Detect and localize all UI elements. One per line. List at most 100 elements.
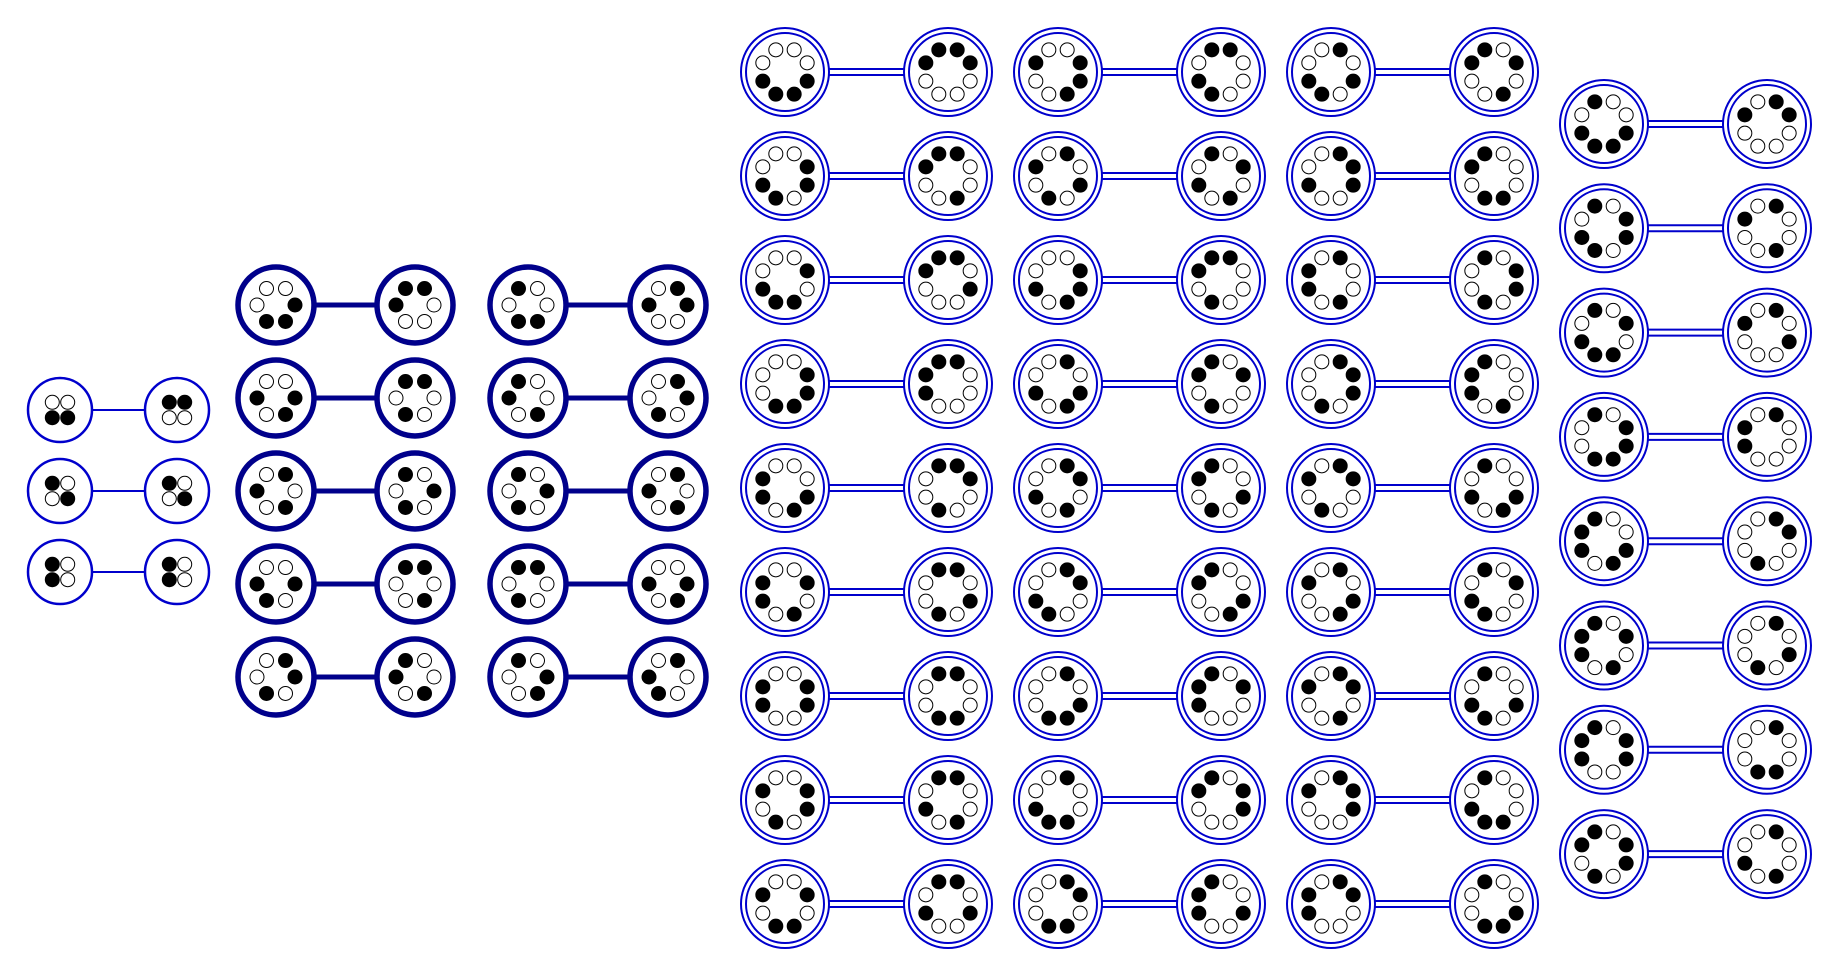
filled-bead-dot: [1204, 666, 1220, 682]
filled-bead-dot: [1204, 146, 1220, 162]
empty-bead-dot: [1314, 606, 1330, 622]
empty-bead-dot: [786, 710, 802, 726]
filled-bead-dot: [511, 499, 526, 515]
filled-bead-dot: [1332, 146, 1348, 162]
empty-bead-dot: [768, 562, 784, 578]
bead-ring: [627, 357, 709, 439]
filled-bead-dot: [398, 467, 413, 483]
bead-inner-ring: [1018, 760, 1098, 840]
empty-bead-dot: [1222, 398, 1238, 414]
filled-bead-dot: [511, 313, 526, 329]
empty-bead-dot: [918, 177, 934, 193]
bead-left: [1286, 27, 1376, 117]
filled-bead-dot: [1508, 905, 1524, 921]
empty-bead-dot: [768, 710, 784, 726]
bead-pair: [1559, 287, 1812, 378]
empty-bead-dot: [511, 406, 526, 422]
empty-bead-dot: [1768, 347, 1784, 363]
bead-pair: [487, 264, 709, 346]
bead-pair: [1559, 704, 1812, 795]
empty-bead-dot: [1041, 86, 1057, 102]
filled-bead-dot: [1332, 710, 1348, 726]
empty-bead-dot: [1781, 438, 1797, 454]
bead-outer-ring: [1176, 339, 1266, 429]
bead-left: [487, 543, 569, 625]
bead-pair: [740, 755, 993, 845]
empty-bead-dot: [539, 390, 555, 406]
bead-inner-ring: [1564, 605, 1644, 686]
pair-connector: [1648, 120, 1723, 128]
filled-bead-dot: [177, 491, 193, 507]
bead-left: [1559, 496, 1649, 587]
filled-bead-dot: [786, 502, 802, 518]
filled-bead-dot: [768, 918, 784, 934]
filled-bead-dot: [931, 770, 947, 786]
empty-bead-dot: [799, 281, 815, 297]
filled-bead-dot: [1059, 918, 1075, 934]
empty-bead-dot: [1605, 720, 1621, 736]
bead-right: [1176, 859, 1266, 949]
filled-bead-dot: [1477, 874, 1493, 890]
filled-bead-dot: [931, 562, 947, 578]
bead-pair: [1013, 755, 1266, 845]
empty-bead-dot: [426, 576, 442, 592]
filled-bead-dot: [1345, 159, 1361, 175]
empty-bead-dot: [670, 560, 685, 576]
bead-left: [487, 264, 569, 346]
filled-bead-dot: [1464, 489, 1480, 505]
bead-inner-ring: [908, 448, 988, 528]
filled-bead-dot: [1332, 42, 1348, 58]
empty-bead-dot: [259, 406, 274, 422]
empty-bead-dot: [1605, 824, 1621, 840]
empty-bead-dot: [786, 770, 802, 786]
empty-bead-dot: [1301, 367, 1317, 383]
bead-outer-ring: [1286, 859, 1376, 949]
bead-pair: [740, 131, 993, 221]
bead-right: [143, 457, 211, 525]
empty-bead-dot: [1191, 159, 1207, 175]
empty-bead-dot: [1041, 250, 1057, 266]
bead-right: [1449, 131, 1539, 221]
empty-bead-dot: [1750, 407, 1766, 423]
filled-bead-dot: [1204, 398, 1220, 414]
filled-bead-dot: [60, 410, 76, 426]
bead-pair: [1286, 235, 1539, 325]
bead-left: [26, 457, 94, 525]
filled-bead-dot: [1191, 697, 1207, 713]
empty-bead-dot: [1345, 697, 1361, 713]
empty-bead-dot: [962, 679, 978, 695]
filled-bead-dot: [1191, 679, 1207, 695]
bead-pair: [1559, 183, 1812, 274]
filled-bead-dot: [1041, 814, 1057, 830]
bead-right: [903, 27, 993, 117]
empty-bead-dot: [426, 669, 442, 685]
filled-bead-dot: [278, 313, 293, 329]
bead-right: [1176, 339, 1266, 429]
empty-bead-dot: [177, 475, 193, 491]
filled-bead-dot: [1028, 385, 1044, 401]
empty-bead-dot: [651, 374, 666, 390]
empty-bead-dot: [651, 313, 666, 329]
empty-bead-dot: [1204, 814, 1220, 830]
bead-left: [487, 357, 569, 439]
bead-inner-ring: [908, 32, 988, 112]
empty-bead-dot: [60, 394, 76, 410]
empty-bead-dot: [1028, 177, 1044, 193]
filled-bead-dot: [931, 606, 947, 622]
bead-inner-ring: [745, 864, 825, 944]
empty-bead-dot: [755, 55, 771, 71]
filled-bead-dot: [1781, 647, 1797, 663]
empty-bead-dot: [1072, 489, 1088, 505]
bead-right: [1722, 704, 1812, 795]
bead-inner-ring: [1564, 84, 1644, 164]
filled-bead-dot: [1301, 471, 1317, 487]
filled-bead-dot: [641, 669, 657, 685]
bead-outer-ring: [1559, 600, 1649, 691]
bead-left: [487, 636, 569, 718]
bead-inner-ring: [1454, 136, 1534, 216]
empty-bead-dot: [1508, 801, 1524, 817]
empty-bead-dot: [670, 406, 685, 422]
empty-bead-dot: [1314, 42, 1330, 58]
filled-bead-dot: [1574, 524, 1590, 540]
filled-bead-dot: [1345, 367, 1361, 383]
